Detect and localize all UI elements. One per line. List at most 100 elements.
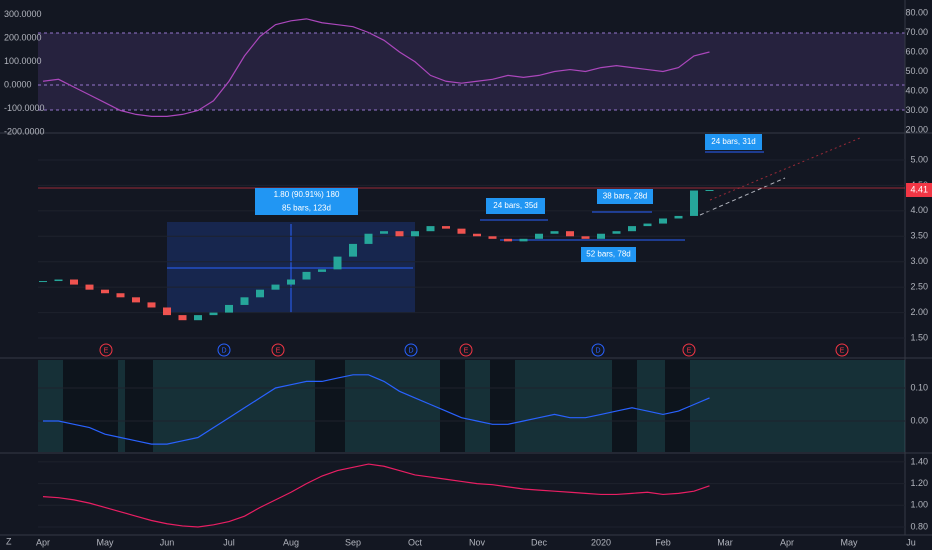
candle <box>54 279 63 282</box>
candle <box>101 289 109 294</box>
candle <box>132 297 140 303</box>
candle <box>380 231 388 234</box>
macd-shade <box>612 360 637 452</box>
macd-shade <box>125 360 153 452</box>
time-label: Nov <box>469 537 486 547</box>
event-label: D <box>408 347 413 354</box>
time-label: Oct <box>408 537 423 547</box>
event-label: D <box>221 347 226 354</box>
tick-label: 0.00 <box>910 415 928 425</box>
event-label: E <box>687 347 692 354</box>
tick-label: 0.0000 <box>4 79 32 89</box>
time-label: Apr <box>780 537 794 547</box>
annotation-box <box>581 247 636 262</box>
candle <box>349 243 357 257</box>
candle <box>659 218 667 224</box>
candle <box>674 215 683 219</box>
candle <box>271 284 280 290</box>
tick-label: 2.50 <box>910 282 928 292</box>
trend-line <box>709 137 861 201</box>
tick-label: 5.00 <box>910 154 928 164</box>
tick-label: 0.10 <box>910 382 928 392</box>
trend-line <box>699 177 786 216</box>
candle <box>690 190 698 216</box>
candle <box>519 238 528 242</box>
candle <box>302 271 311 280</box>
candle <box>163 307 171 316</box>
candle <box>240 297 249 305</box>
candle <box>318 269 326 272</box>
tick-label: 20.00 <box>905 124 928 134</box>
event-label: E <box>840 347 845 354</box>
macd-shade <box>665 360 690 452</box>
candle <box>395 231 404 237</box>
event-marker <box>459 343 473 357</box>
annotation-box <box>255 202 358 215</box>
time-label: Ju <box>906 537 916 547</box>
rsi-line <box>42 18 710 117</box>
tick-label: 3.50 <box>910 231 928 241</box>
annotation-box <box>486 198 545 214</box>
annotation-box <box>255 188 358 202</box>
time-label: 2020 <box>591 537 611 547</box>
last-price-label: 4.41 <box>910 184 928 194</box>
candle <box>70 279 78 285</box>
candle <box>442 226 450 229</box>
tick-label: 300.0000 <box>4 9 42 19</box>
macd-shade <box>63 360 118 452</box>
candle <box>364 233 373 244</box>
macd-shade <box>440 360 465 452</box>
candle <box>457 228 466 234</box>
ratio-line <box>42 463 710 528</box>
tick-label: 3.00 <box>910 256 928 266</box>
event-label: E <box>464 347 469 354</box>
time-label: Aug <box>283 537 299 547</box>
candle <box>287 279 295 285</box>
candle <box>256 289 264 298</box>
tick-label: 200.0000 <box>4 32 42 42</box>
candle <box>550 231 559 234</box>
tick-label: 1.40 <box>910 456 928 466</box>
event-label: D <box>595 347 600 354</box>
tick-label: 2.00 <box>910 307 928 317</box>
last-price-box <box>906 182 932 197</box>
candle <box>628 226 636 232</box>
tick-label: 60.00 <box>905 46 928 56</box>
candle <box>39 281 47 283</box>
event-marker <box>682 343 696 357</box>
time-label: Jun <box>160 537 175 547</box>
event-marker <box>217 343 231 357</box>
tick-label: 30.00 <box>905 105 928 115</box>
time-label: Sep <box>345 537 361 547</box>
tick-label: 1.20 <box>910 478 928 488</box>
candle <box>194 315 202 321</box>
annotation-box <box>705 134 762 150</box>
event-marker <box>835 343 849 357</box>
time-label: Apr <box>36 537 50 547</box>
candle <box>333 256 342 270</box>
candle <box>473 233 481 237</box>
macd-shade <box>38 360 905 452</box>
candle <box>581 236 590 239</box>
candle <box>566 231 574 237</box>
candle <box>488 236 497 239</box>
annotation: 38 bars, 28d <box>603 192 647 201</box>
tick-label: 4.00 <box>910 205 928 215</box>
tick-label: 100.0000 <box>4 56 42 66</box>
event-label: E <box>276 347 281 354</box>
time-label: Feb <box>655 537 671 547</box>
event-marker <box>99 343 113 357</box>
annotation: 1.80 (90.91%) 180 <box>274 190 340 199</box>
event-marker <box>271 343 285 357</box>
annotation: 24 bars, 31d <box>711 137 755 146</box>
candle <box>426 226 435 232</box>
candle <box>411 231 419 237</box>
time-label: May <box>840 537 858 547</box>
corner-label: Z <box>6 536 12 546</box>
macd-shade <box>315 360 345 452</box>
candle <box>535 233 543 239</box>
candle <box>504 238 512 242</box>
tick-label: 1.50 <box>910 332 928 342</box>
candle <box>612 231 621 234</box>
